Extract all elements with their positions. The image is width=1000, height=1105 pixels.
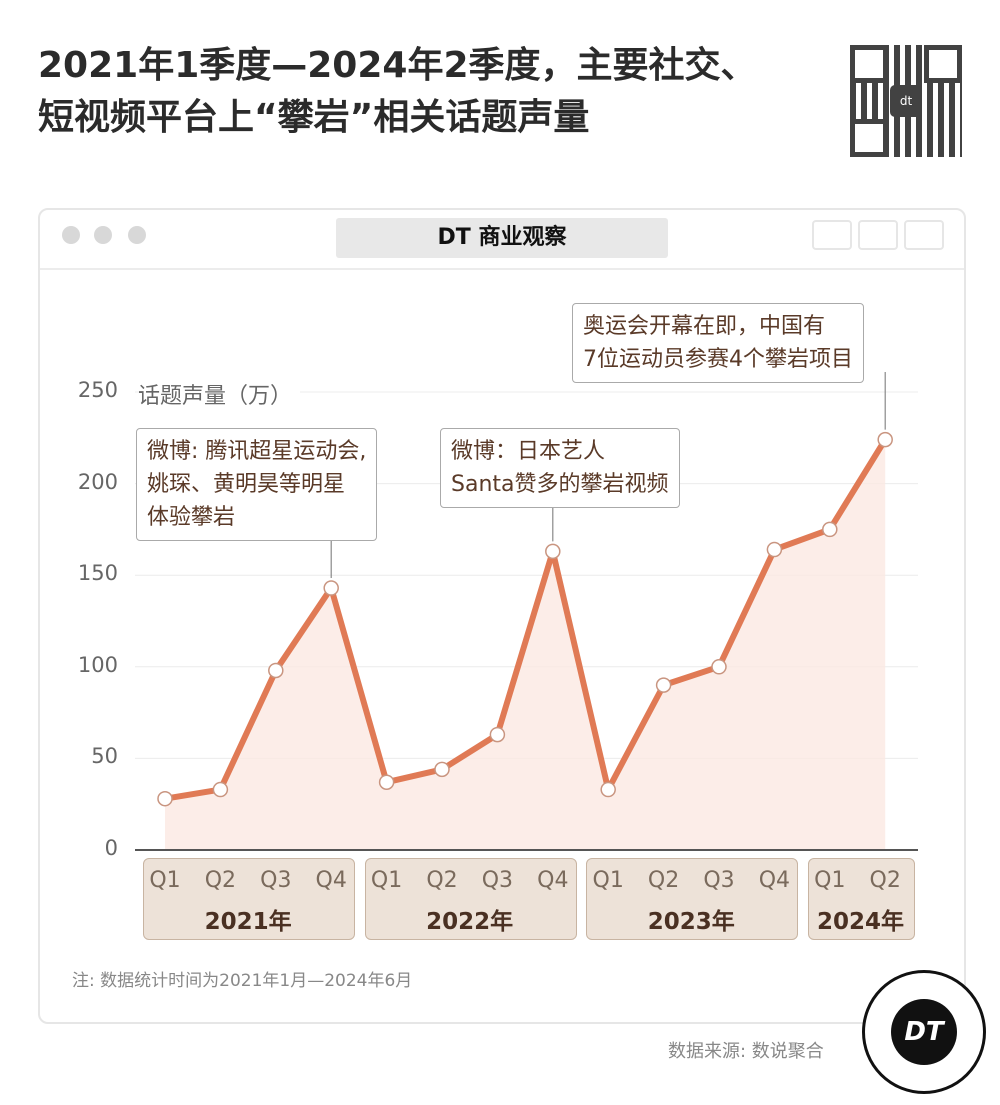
data-source: 数据来源: 数说聚合 xyxy=(668,1041,824,1062)
qr-center-logo: dt xyxy=(890,85,922,117)
data-point xyxy=(545,543,561,560)
quarter-label: Q1 xyxy=(370,868,403,893)
quarter-label: Q3 xyxy=(703,868,735,893)
year-label: 2021年 xyxy=(204,909,292,935)
quarter-label: Q2 xyxy=(204,868,237,893)
annotation-callout: 微博：日本艺人 Santa赞多的攀岩视频 xyxy=(440,428,680,508)
close-icon xyxy=(62,226,80,244)
year-group-box xyxy=(586,858,799,940)
quarter-label: Q4 xyxy=(315,868,347,893)
share-icon xyxy=(858,220,898,250)
year-label: 2024年 xyxy=(816,909,904,935)
annotation-callout: 微博: 腾讯超星运动会, 姚琛、黄明昊等明星 体验攀岩 xyxy=(136,428,378,541)
qr-finder xyxy=(850,45,888,83)
y-tick-label: 250 xyxy=(77,378,118,402)
year-group-box xyxy=(364,858,577,940)
quarter-label: Q1 xyxy=(149,868,181,893)
series-line xyxy=(164,438,888,802)
y-axis-title: 话题声量（万） xyxy=(138,378,301,410)
data-point xyxy=(434,761,450,778)
qr-finder xyxy=(924,45,962,83)
footnote: 注: 数据统计时间为2021年1月—2024年6月 xyxy=(72,971,413,991)
data-point xyxy=(378,774,395,790)
data-point xyxy=(822,521,838,538)
quarter-label: Q1 xyxy=(814,868,846,893)
data-point xyxy=(489,726,506,743)
quarter-label: Q4 xyxy=(758,868,791,893)
y-tick-label: 200 xyxy=(77,469,118,494)
quarter-label: Q2 xyxy=(869,868,901,893)
quarter-label: Q4 xyxy=(537,868,569,893)
y-tick-label: 0 xyxy=(104,836,118,860)
window-titlebar: DT 商业观察 xyxy=(40,210,964,270)
page-title: 2021年1季度—2024年2季度，主要社交、 短视频平台上“攀岩”相关话题声量 xyxy=(38,40,757,144)
data-point xyxy=(157,790,173,807)
data-point xyxy=(766,541,783,558)
y-tick-label: 150 xyxy=(77,561,118,586)
y-tick-label: 50 xyxy=(91,744,118,769)
record-icon xyxy=(812,220,852,250)
title-line-2: 短视频平台上“攀岩”相关话题声量 xyxy=(38,97,590,138)
data-point xyxy=(655,677,672,693)
data-point xyxy=(600,781,616,798)
window-icon xyxy=(904,220,944,250)
data-point xyxy=(323,580,339,596)
year-group-box xyxy=(807,858,916,940)
brand-label: DT 商业观察 xyxy=(336,218,668,258)
y-tick-label: 100 xyxy=(77,652,118,677)
qr-finder xyxy=(850,119,888,157)
maximize-icon xyxy=(128,226,146,244)
year-label: 2023年 xyxy=(647,909,735,935)
data-point xyxy=(212,781,229,798)
qr-code[interactable]: dt xyxy=(850,45,962,157)
dt-logo-mark: DT xyxy=(891,999,957,1065)
quarter-label: Q2 xyxy=(426,868,458,893)
year-group-box xyxy=(143,858,356,940)
quarter-label: Q3 xyxy=(260,868,292,893)
data-point xyxy=(877,431,893,448)
annotation-callout: 奥运会开幕在即，中国有 7位运动员参赛4个攀岩项目 xyxy=(572,303,864,383)
dt-logo: DT xyxy=(862,970,986,1094)
quarter-label: Q1 xyxy=(592,868,624,893)
data-point xyxy=(268,662,284,679)
quarter-label: Q3 xyxy=(481,868,514,893)
title-line-1: 2021年1季度—2024年2季度，主要社交、 xyxy=(38,45,757,86)
year-label: 2022年 xyxy=(426,909,514,935)
data-point xyxy=(711,659,727,675)
minimize-icon xyxy=(94,226,112,244)
quarter-label: Q2 xyxy=(647,868,680,893)
